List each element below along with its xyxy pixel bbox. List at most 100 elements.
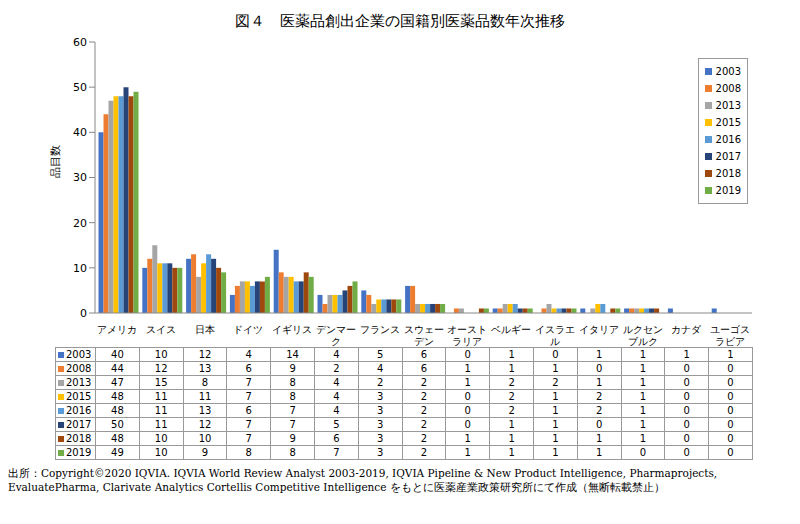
svg-text:イタリア: イタリア	[579, 324, 619, 335]
html-text:2016: 2016	[66, 404, 92, 416]
svg-text:フランス: フランス	[360, 324, 400, 335]
html-text:10: 10	[154, 446, 168, 458]
html-text:11: 11	[198, 390, 212, 402]
svg-text:スウェー: スウェー	[404, 324, 444, 335]
html-text:1: 1	[727, 348, 734, 360]
html-text:48: 48	[111, 390, 124, 402]
svg-text:オースト: オースト	[447, 324, 487, 335]
svg-text:ク: ク	[331, 336, 341, 347]
svg-text:イスラエ: イスラエ	[535, 324, 575, 335]
html-text:1: 1	[596, 348, 603, 360]
html-text:11: 11	[154, 404, 168, 416]
html-text:2015: 2015	[66, 390, 92, 402]
html-text:2017: 2017	[715, 151, 741, 162]
html-text:1: 1	[639, 348, 647, 360]
html-text:14: 14	[286, 348, 299, 360]
html-text:13: 13	[198, 362, 212, 374]
svg-text:40: 40	[73, 126, 87, 139]
html-text:1: 1	[639, 404, 647, 416]
svg-text:ル: ル	[550, 336, 560, 347]
html-text:5: 5	[377, 348, 384, 360]
html-text:2: 2	[420, 376, 428, 388]
svg-text:ブルク: ブルク	[628, 336, 658, 347]
svg-text:ルクセン: ルクセン	[623, 324, 663, 335]
html-text:44: 44	[111, 362, 124, 374]
html-text:1: 1	[639, 376, 647, 388]
html-text:6: 6	[245, 362, 252, 374]
html-text:出所：Copyright©2020 IQVIA. IQVIA: 出所：Copyright©2020 IQVIA. IQVIA World Rev…	[8, 467, 718, 493]
svg-text:50: 50	[73, 81, 87, 94]
svg-text:デンマー: デンマー	[316, 324, 356, 335]
html-text:2015: 2015	[715, 117, 741, 128]
html-text:2: 2	[420, 446, 428, 458]
svg-text:ラビア: ラビア	[715, 336, 745, 347]
html-text:10: 10	[154, 348, 168, 360]
html-text:2019: 2019	[715, 185, 741, 196]
svg-text:20: 20	[73, 217, 87, 230]
svg-text:ラリア: ラリア	[452, 336, 482, 347]
html-text:2017: 2017	[66, 418, 92, 430]
html-text:49: 49	[111, 446, 124, 458]
svg-text:ベルギー: ベルギー	[491, 324, 531, 335]
html-text:4: 4	[245, 348, 252, 360]
html-text:47: 47	[111, 376, 124, 388]
svg-text:ユーゴス: ユーゴス	[710, 324, 750, 335]
html-text:50: 50	[111, 418, 124, 430]
html-text:2: 2	[420, 390, 428, 402]
html-text:1: 1	[683, 348, 690, 360]
svg-text:品目数: 品目数	[49, 145, 62, 178]
html-text:0: 0	[639, 446, 647, 458]
html-text:2018: 2018	[66, 432, 92, 444]
html-text:15: 15	[154, 376, 168, 388]
html-text:8: 8	[201, 376, 209, 388]
html-text:図４ 医薬品創出企業の国籍別医薬品数年次推移: 図４ 医薬品創出企業の国籍別医薬品数年次推移	[235, 12, 565, 30]
svg-text:ドイツ: ドイツ	[233, 324, 263, 335]
html-text:1: 1	[508, 348, 515, 360]
html-text:2018: 2018	[715, 168, 741, 179]
svg-text:イギリス: イギリス	[272, 324, 312, 335]
html-text:2016: 2016	[715, 134, 741, 145]
html-text:13: 13	[198, 404, 212, 416]
svg-text:カナダ: カナダ	[671, 324, 702, 335]
svg-text:デン: デン	[414, 336, 434, 347]
svg-text:10: 10	[73, 262, 87, 275]
html-text:12: 12	[198, 348, 212, 360]
html-text:2: 2	[420, 418, 428, 430]
html-text:12: 12	[154, 362, 168, 374]
html-text:2: 2	[420, 404, 428, 416]
html-text:6: 6	[420, 348, 428, 360]
html-text:9: 9	[289, 362, 296, 374]
html-text:1: 1	[639, 362, 647, 374]
html-text:1: 1	[639, 390, 647, 402]
html-text:2: 2	[420, 432, 428, 444]
svg-text:スイス: スイス	[146, 324, 176, 335]
html-text:12: 12	[198, 418, 212, 430]
svg-text:日本: 日本	[195, 324, 215, 335]
html-text:9: 9	[201, 446, 209, 458]
html-text:2013: 2013	[715, 100, 741, 111]
html-text:11: 11	[154, 390, 168, 402]
html-text:1: 1	[639, 432, 647, 444]
html-text:1: 1	[639, 418, 647, 430]
html-text:4: 4	[333, 348, 340, 360]
svg-text:60: 60	[73, 36, 87, 49]
html-text:2019: 2019	[66, 446, 92, 458]
svg-text:アメリカ: アメリカ	[97, 324, 137, 335]
html-text:0: 0	[464, 348, 471, 360]
html-text:2: 2	[333, 362, 340, 374]
html-text:2003: 2003	[66, 348, 92, 360]
html-text:10: 10	[198, 432, 212, 444]
html-text:2008: 2008	[715, 83, 741, 94]
html-text:2008: 2008	[66, 362, 92, 374]
html-text:0: 0	[552, 348, 559, 360]
html-text:48: 48	[111, 404, 124, 416]
html-text:6: 6	[420, 362, 428, 374]
html-text:2013: 2013	[66, 376, 92, 388]
html-text:40: 40	[111, 348, 124, 360]
html-text:48: 48	[111, 432, 124, 444]
svg-text:0: 0	[80, 307, 87, 320]
html-text:11: 11	[154, 418, 168, 430]
html-text:10: 10	[154, 432, 168, 444]
html-text:2003: 2003	[715, 66, 741, 77]
svg-text:30: 30	[73, 171, 87, 184]
